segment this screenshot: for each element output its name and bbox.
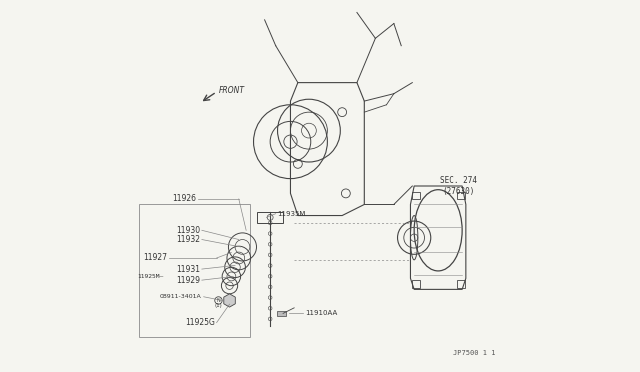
- Text: N: N: [216, 298, 220, 303]
- FancyBboxPatch shape: [277, 311, 285, 315]
- Text: 11925G: 11925G: [185, 318, 215, 327]
- Text: 11926: 11926: [172, 195, 196, 203]
- Text: 11930: 11930: [176, 226, 200, 235]
- Text: 11925M—: 11925M—: [137, 274, 163, 279]
- Text: 11910AA: 11910AA: [305, 310, 337, 316]
- Text: 11932: 11932: [176, 235, 200, 244]
- Text: 08911-3401A: 08911-3401A: [160, 294, 202, 299]
- Text: 11927: 11927: [143, 253, 167, 263]
- Text: JP7500 1 1: JP7500 1 1: [453, 350, 495, 356]
- Text: 11931: 11931: [176, 264, 200, 273]
- Text: FRONT: FRONT: [218, 86, 244, 94]
- Text: SEC. 274
(27630): SEC. 274 (27630): [440, 176, 477, 196]
- Text: (1): (1): [214, 303, 222, 308]
- Text: 11929: 11929: [176, 276, 200, 285]
- Text: 11935M: 11935M: [278, 211, 306, 217]
